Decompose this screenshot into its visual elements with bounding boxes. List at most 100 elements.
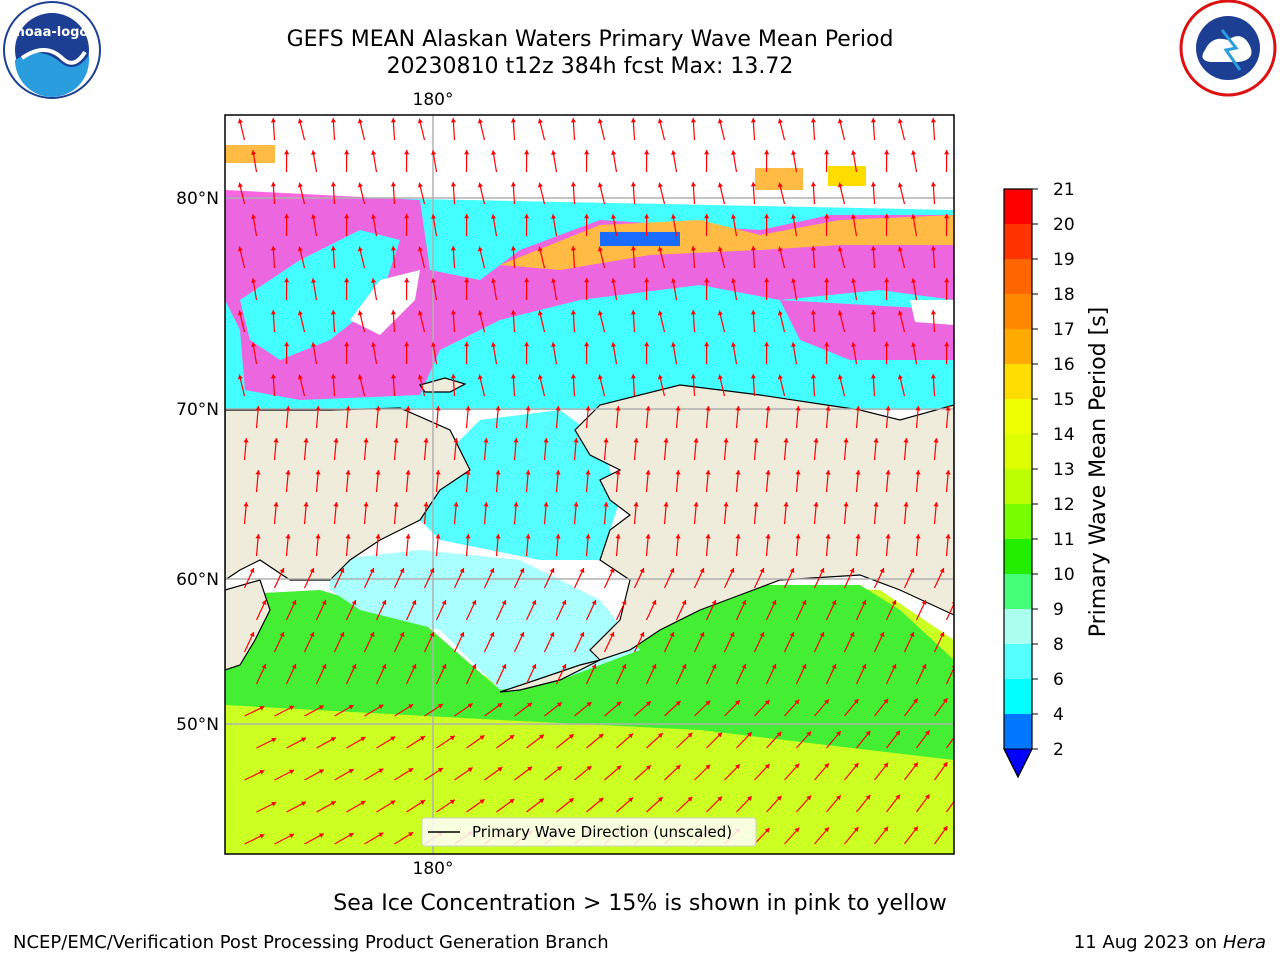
direction-arrowhead bbox=[776, 795, 782, 801]
direction-arrowhead bbox=[717, 246, 723, 252]
direction-arrowhead bbox=[924, 730, 930, 736]
direction-arrowhead bbox=[441, 664, 447, 670]
direction-arrowhead bbox=[467, 767, 473, 773]
direction-arrowhead bbox=[465, 534, 471, 539]
direction-arrowhead bbox=[318, 705, 324, 710]
direction-arrowhead bbox=[611, 342, 617, 347]
direction-arrowhead bbox=[259, 833, 265, 839]
direction-arrowhead bbox=[390, 246, 396, 251]
chart-title: GEFS MEAN Alaskan Waters Primary Wave Me… bbox=[286, 27, 894, 52]
direction-arrowhead bbox=[883, 698, 889, 704]
direction-arrowhead bbox=[371, 150, 377, 155]
direction-arrowhead bbox=[315, 470, 321, 475]
direction-arrowhead bbox=[271, 801, 277, 807]
direction-arrowhead bbox=[509, 735, 515, 740]
colorbar-extend bbox=[1003, 748, 1033, 779]
direction-arrowhead bbox=[417, 182, 423, 188]
direction-arrowhead bbox=[579, 632, 585, 638]
direction-arrowhead bbox=[675, 764, 681, 770]
lat-label-60: 60°N bbox=[176, 570, 219, 590]
direction-arrowhead bbox=[794, 699, 800, 705]
direction-arrowhead bbox=[390, 118, 396, 123]
direction-arrowhead bbox=[644, 342, 650, 347]
direction-arrowhead bbox=[464, 150, 470, 155]
direction-arrowhead bbox=[284, 278, 290, 283]
direction-arrowhead bbox=[955, 730, 960, 735]
direction-arrowhead bbox=[509, 799, 515, 804]
direction-arrowhead bbox=[824, 278, 830, 283]
direction-arrowhead bbox=[801, 600, 807, 606]
direction-arrowhead bbox=[735, 470, 741, 475]
lat-label-70: 70°N bbox=[176, 400, 219, 420]
direction-arrowhead bbox=[870, 246, 876, 251]
direction-arrowhead bbox=[369, 568, 375, 574]
direction-arrowhead bbox=[630, 310, 636, 315]
direction-arrowhead bbox=[251, 214, 257, 219]
colorbar-tick-label: 16 bbox=[1053, 355, 1075, 375]
direction-arrowhead bbox=[616, 765, 622, 771]
direction-arrowhead bbox=[879, 568, 885, 574]
direction-arrowhead bbox=[791, 278, 797, 283]
direction-arrowhead bbox=[405, 406, 411, 411]
direction-arrowhead bbox=[633, 502, 639, 507]
direction-arrowhead bbox=[771, 664, 777, 670]
direction-arrowhead bbox=[837, 310, 843, 316]
direction-arrowhead bbox=[942, 826, 948, 832]
colorbar-bin bbox=[1004, 434, 1032, 469]
direction-arrowhead bbox=[289, 833, 295, 839]
colorbar-bin bbox=[1004, 189, 1032, 224]
direction-arrowhead bbox=[510, 246, 516, 251]
direction-arrowhead bbox=[870, 118, 876, 123]
direction-arrowhead bbox=[404, 150, 410, 155]
direction-arrowhead bbox=[570, 310, 576, 315]
direction-arrowhead bbox=[853, 763, 859, 768]
direction-arrowhead bbox=[297, 246, 303, 252]
direction-arrowhead bbox=[897, 118, 903, 124]
direction-arrowhead bbox=[723, 502, 729, 507]
direction-arrowhead bbox=[895, 794, 900, 800]
direction-arrowhead bbox=[603, 502, 609, 507]
direction-arrowhead bbox=[885, 406, 891, 411]
direction-arrowhead bbox=[944, 342, 950, 347]
direction-arrowhead bbox=[417, 246, 423, 252]
direction-arrowhead bbox=[690, 246, 696, 251]
direction-arrowhead bbox=[537, 310, 543, 316]
direction-arrowhead bbox=[453, 438, 459, 443]
direction-arrowhead bbox=[795, 406, 801, 411]
colorbar-tick-label: 11 bbox=[1053, 530, 1075, 550]
direction-arrowhead bbox=[237, 246, 243, 252]
direction-arrowhead bbox=[824, 827, 829, 833]
direction-arrowhead bbox=[819, 632, 825, 638]
direction-arrowhead bbox=[704, 278, 710, 283]
direction-arrowhead bbox=[261, 664, 267, 670]
direction-arrowhead bbox=[651, 664, 657, 670]
direction-arrowhead bbox=[831, 664, 837, 670]
direction-arrowhead bbox=[885, 470, 891, 475]
direction-arrowhead bbox=[259, 769, 265, 775]
direction-arrowhead bbox=[371, 278, 377, 283]
direction-arrowhead bbox=[524, 150, 530, 155]
direction-arrowhead bbox=[549, 568, 555, 574]
direction-arrowhead bbox=[759, 568, 765, 574]
direction-arrowhead bbox=[777, 310, 783, 316]
colorbar-tick-label: 10 bbox=[1053, 565, 1075, 585]
direction-arrowhead bbox=[671, 214, 677, 219]
direction-arrowhead bbox=[330, 374, 336, 379]
direction-arrowhead bbox=[870, 374, 876, 379]
top-lon-label: 180° bbox=[413, 90, 454, 110]
direction-arrowhead bbox=[609, 568, 615, 574]
direction-arrowhead bbox=[585, 470, 591, 475]
direction-arrowhead bbox=[855, 406, 861, 411]
direction-arrowhead bbox=[955, 794, 960, 799]
direction-arrowhead bbox=[865, 730, 871, 736]
direction-arrowhead bbox=[597, 118, 603, 124]
direction-arrowhead bbox=[777, 374, 783, 380]
direction-arrowhead bbox=[883, 762, 889, 768]
direction-arrowhead bbox=[837, 118, 843, 124]
direction-arrowhead bbox=[255, 470, 261, 475]
colorbar-bin bbox=[1004, 364, 1032, 399]
direction-arrowhead bbox=[645, 470, 651, 475]
direction-arrowhead bbox=[933, 502, 939, 507]
direction-arrowhead bbox=[270, 374, 276, 379]
direction-arrowhead bbox=[687, 796, 693, 802]
